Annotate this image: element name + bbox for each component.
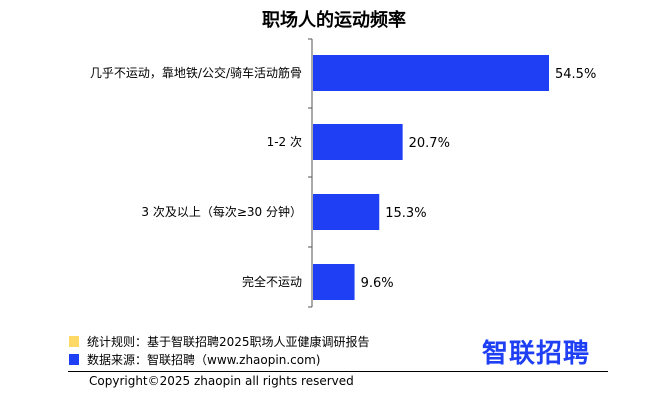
bar	[313, 124, 403, 160]
copyright-text: Copyright©2025 zhaopin all rights reserv…	[89, 374, 354, 388]
bar	[313, 55, 549, 91]
data-label: 15.3%	[385, 206, 426, 221]
data-label: 9.6%	[361, 276, 394, 291]
chart-title: 职场人的运动频率	[262, 10, 406, 31]
legend-text-rule: 统计规则：基于智联招聘2025职场人亚健康调研报告	[87, 335, 370, 349]
footer-divider	[68, 371, 608, 372]
bar	[313, 194, 380, 230]
category-label: 几乎不运动，靠地铁/公交/骑车活动筋骨	[90, 65, 302, 80]
legend-text-source: 数据来源：智联招聘（www.zhaopin.com)	[87, 353, 321, 367]
bar	[313, 264, 355, 300]
legend-item-source: 数据来源：智联招聘（www.zhaopin.com)	[69, 351, 320, 368]
category-label: 完全不运动	[242, 274, 302, 289]
category-label: 1-2 次	[267, 135, 302, 149]
data-label: 20.7%	[409, 136, 450, 151]
data-label: 54.5%	[555, 67, 596, 82]
legend-item-rule: 统计规则：基于智联招聘2025职场人亚健康调研报告	[69, 333, 370, 350]
category-label: 3 次及以上（每次≥30 分钟）	[141, 204, 302, 219]
legend-swatch-blue	[69, 354, 79, 365]
zhaopin-logo: 智联招聘	[482, 339, 591, 369]
legend-swatch-yellow	[69, 336, 79, 347]
